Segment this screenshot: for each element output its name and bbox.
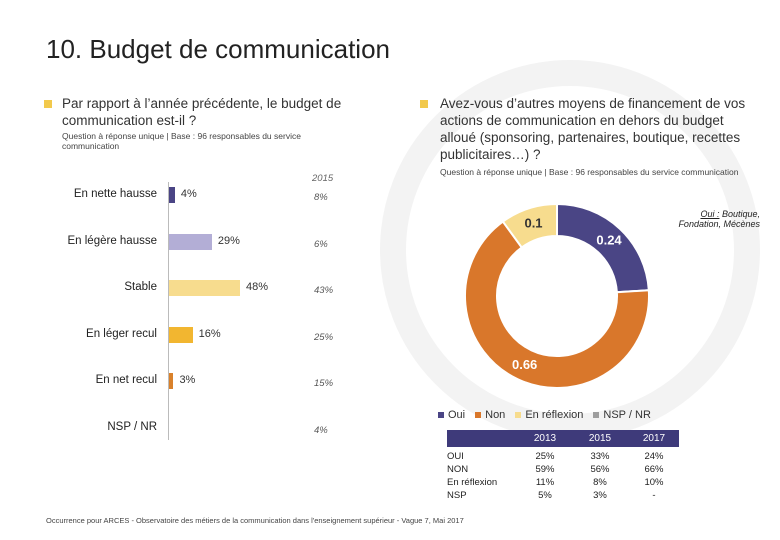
- bar-value-label: 48%: [246, 281, 269, 293]
- left-question: Par rapport à l’année précédente, le bud…: [62, 96, 342, 128]
- table-cell: 56%: [590, 464, 610, 475]
- legend-label: NSP / NR: [603, 409, 651, 421]
- bar-category-label: NSP / NR: [107, 420, 157, 433]
- bar-value-label: 4%: [180, 188, 197, 200]
- legend-label: Oui: [448, 409, 466, 421]
- bar-category-label: En nette hausse: [73, 188, 157, 200]
- bar-value-label: 16%: [198, 327, 221, 340]
- table-cell: 25%: [535, 451, 555, 462]
- donut-slice: [556, 202, 650, 294]
- footer-source: Occurrence pour ARCES - Observatoire des…: [46, 516, 464, 525]
- legend-swatch: [475, 412, 482, 418]
- table-cell: 11%: [535, 477, 555, 488]
- comparison-value-label: 4%: [314, 424, 328, 436]
- table-cell: 10%: [644, 477, 664, 488]
- comparison-value-label: 43%: [314, 285, 334, 296]
- bar-category-label: Stable: [124, 281, 157, 293]
- callout-prefix: Oui :: [700, 209, 720, 219]
- bar: [169, 233, 212, 250]
- left-question-subtitle: Question à réponse unique | Base : 96 re…: [62, 131, 301, 151]
- legend-swatch: [438, 412, 444, 418]
- bullet-icon: [44, 100, 52, 108]
- table-header: 2013 2015 2017: [447, 430, 679, 447]
- oui-callout: Oui : Boutique, Fondation, Mécènes: [640, 209, 760, 229]
- donut-slice: [501, 202, 558, 249]
- table-row-label: NSP: [447, 490, 467, 501]
- table-cell: 59%: [535, 464, 555, 475]
- callout-line2: Fondation, Mécènes: [678, 219, 760, 229]
- legend-swatch: [593, 412, 600, 418]
- bar-value-label: 29%: [217, 234, 240, 247]
- legend-label: Non: [485, 409, 506, 421]
- right-question-subtitle: Question à réponse unique | Base : 96 re…: [440, 167, 739, 177]
- table-col-header: 2015: [588, 433, 612, 444]
- table-cell: -: [652, 490, 656, 501]
- table-cell: 3%: [593, 490, 607, 501]
- bar: [169, 373, 174, 389]
- bar-value-label: 3%: [179, 374, 196, 386]
- bar: [169, 326, 193, 343]
- right-question: Avez-vous d’autres moyens de financement…: [440, 96, 746, 162]
- bar-category-label: En légère hausse: [67, 234, 157, 247]
- table-row-label: NON: [447, 464, 469, 475]
- comparison-year-header: 2015: [312, 173, 334, 184]
- comparison-value-label: 25%: [314, 331, 334, 343]
- comparison-value-label: 8%: [314, 192, 328, 203]
- bar: [169, 280, 241, 296]
- legend-swatch: [515, 412, 522, 418]
- table-cell: 24%: [644, 451, 664, 462]
- table-cell: 33%: [590, 451, 610, 462]
- table-cell: 5%: [538, 490, 552, 501]
- bar-category-label: En léger recul: [86, 327, 157, 340]
- donut-value-label: 0.24: [596, 233, 622, 248]
- bar-category-label: En net recul: [95, 374, 157, 386]
- legend-label: En réflexion: [525, 409, 584, 421]
- table-col-header: 2013: [533, 433, 557, 444]
- donut-legend: Oui Non En réflexion NSP / NR: [438, 409, 657, 421]
- callout-rest: Boutique,: [719, 209, 760, 219]
- table-cell: 66%: [644, 464, 664, 475]
- table-row-label: OUI: [447, 451, 464, 462]
- bullet-icon: [420, 100, 428, 108]
- donut-value-label: 0.66: [512, 357, 537, 372]
- donut-value-label: 0.1: [524, 216, 542, 231]
- bar: [169, 187, 175, 203]
- table-row-label: En réflexion: [447, 477, 498, 488]
- donut-slice: [464, 220, 650, 389]
- bar-axis-line: [168, 182, 169, 440]
- table-cell: 8%: [593, 477, 607, 488]
- comparison-value-label: 15%: [314, 378, 334, 389]
- table-col-header: 2017: [642, 433, 666, 444]
- page-title: 10. Budget de communication: [46, 34, 390, 64]
- comparison-value-label: 6%: [314, 238, 328, 250]
